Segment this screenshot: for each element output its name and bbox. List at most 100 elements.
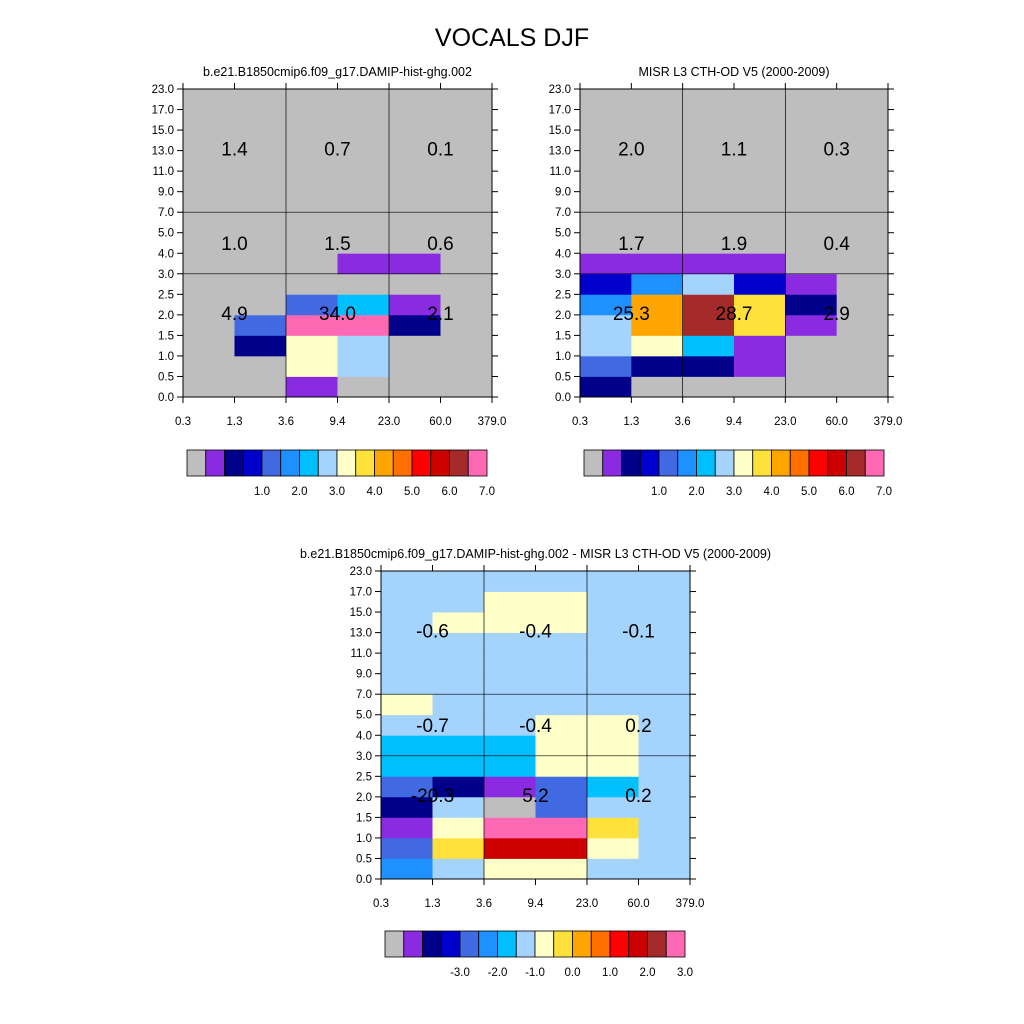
obs-cell [631, 212, 684, 234]
diff-cell [638, 817, 691, 839]
diff-x-tick-label: 1.3 [425, 898, 441, 910]
obs-cell [631, 253, 684, 275]
obs-y-tick-label: 15.0 [549, 125, 571, 137]
obs-x-tick-label: 23.0 [774, 416, 796, 428]
model-cell [440, 191, 493, 213]
obs-y-tick-label: 17.0 [549, 105, 571, 117]
obs-cell [836, 171, 889, 193]
obs-colorbar-swatch [846, 449, 866, 477]
main-title: VOCALS DJF [435, 24, 589, 52]
obs-cell [785, 253, 838, 275]
diff-cell [484, 571, 536, 592]
obs-cell [734, 294, 786, 316]
diff-x-tick-label: 0.3 [373, 898, 389, 910]
diff-cell [638, 673, 691, 695]
obs-colorbar-swatch [864, 449, 885, 477]
model-box-value: 0.7 [324, 140, 350, 161]
model-y-tick-label: 17.0 [152, 105, 174, 117]
obs-cell [631, 130, 684, 151]
model-cell [389, 130, 441, 151]
diff-y-tick-label: 4.0 [356, 730, 372, 742]
obs-colorbar-label: 6.0 [839, 486, 855, 498]
model-colorbar-label: 3.0 [329, 486, 345, 498]
diff-cell [587, 591, 639, 613]
diff-cell [484, 653, 536, 675]
model-box-value: 0.6 [427, 234, 453, 255]
model-colorbar-label: 7.0 [479, 486, 495, 498]
model-colorbar-swatch [261, 449, 282, 477]
model-cell [389, 294, 441, 316]
obs-y-tick-label: 7.0 [555, 207, 571, 219]
model-colorbar-label: 5.0 [404, 486, 420, 498]
model-cell [234, 314, 287, 336]
model-colorbar-label: 1.0 [254, 486, 270, 498]
obs-cell [734, 335, 786, 357]
model-cell [183, 273, 235, 295]
obs-cell [631, 294, 684, 316]
obs-colorbar-label: 3.0 [726, 486, 742, 498]
diff-cell [432, 612, 485, 633]
obs-cell [836, 191, 889, 213]
diff-cell [638, 735, 691, 757]
obs-cell [580, 191, 632, 213]
model-cell [440, 314, 493, 336]
obs-cell [682, 253, 735, 275]
obs-x-tick-label: 9.4 [726, 416, 743, 428]
obs-cell [785, 232, 838, 254]
obs-colorbar-swatch [789, 449, 810, 477]
model-cell [286, 212, 338, 234]
model-cell [337, 130, 390, 151]
diff-cell [587, 571, 639, 592]
model-cell [389, 376, 441, 398]
model-cell [389, 212, 441, 234]
diff-cell [587, 796, 639, 818]
model-y-tick-label: 0.0 [158, 392, 174, 404]
obs-cell [836, 355, 889, 377]
obs-box-value: 0.3 [823, 140, 849, 161]
model-cell [337, 212, 390, 234]
obs-cell [785, 335, 838, 357]
obs-colorbar-swatch [771, 449, 791, 477]
model-x-tick-label: 1.3 [227, 416, 243, 428]
diff-cell [484, 673, 536, 695]
model-cell [440, 109, 493, 131]
obs-cell [836, 335, 889, 357]
model-cell [234, 294, 287, 316]
diff-x-tick-label: 23.0 [576, 898, 598, 910]
model-cell [337, 335, 390, 357]
model-cell [440, 376, 493, 398]
model-cell [440, 273, 493, 295]
obs-cell [580, 89, 632, 110]
obs-colorbar-label: 1.0 [651, 486, 667, 498]
diff-cell [638, 591, 691, 613]
model-cell [234, 376, 287, 398]
model-cell [337, 191, 390, 213]
obs-y-tick-label: 13.0 [549, 146, 571, 158]
model-cell [440, 150, 493, 172]
obs-cell [785, 355, 838, 377]
diff-panel-title: b.e21.B1850cmip6.f09_g17.DAMIP-hist-ghg.… [300, 547, 771, 561]
model-cell [440, 335, 493, 357]
model-cell [389, 253, 441, 275]
diff-cell [381, 612, 433, 633]
model-cell [286, 109, 338, 131]
obs-cell [580, 150, 632, 172]
diff-cell [432, 837, 485, 859]
model-x-tick-label: 3.6 [278, 416, 294, 428]
obs-cell [682, 355, 735, 377]
diff-colorbar-label: -2.0 [488, 967, 508, 979]
diff-box-value: -0.4 [519, 622, 552, 643]
obs-cell [682, 232, 735, 254]
obs-cell [682, 376, 735, 398]
panels-group: b.e21.B1850cmip6.f09_g17.DAMIP-hist-ghg.… [152, 65, 903, 979]
diff-cell [587, 776, 639, 798]
model-colorbar-label: 2.0 [292, 486, 308, 498]
diff-box-value: 0.2 [625, 716, 651, 737]
obs-cell [836, 294, 889, 316]
model-y-tick-label: 1.5 [158, 330, 174, 342]
model-box-value: 0.1 [427, 140, 453, 161]
model-cell [234, 232, 287, 254]
obs-x-tick-label: 3.6 [675, 416, 691, 428]
obs-cell [836, 212, 889, 234]
diff-colorbar-swatch [628, 930, 648, 958]
